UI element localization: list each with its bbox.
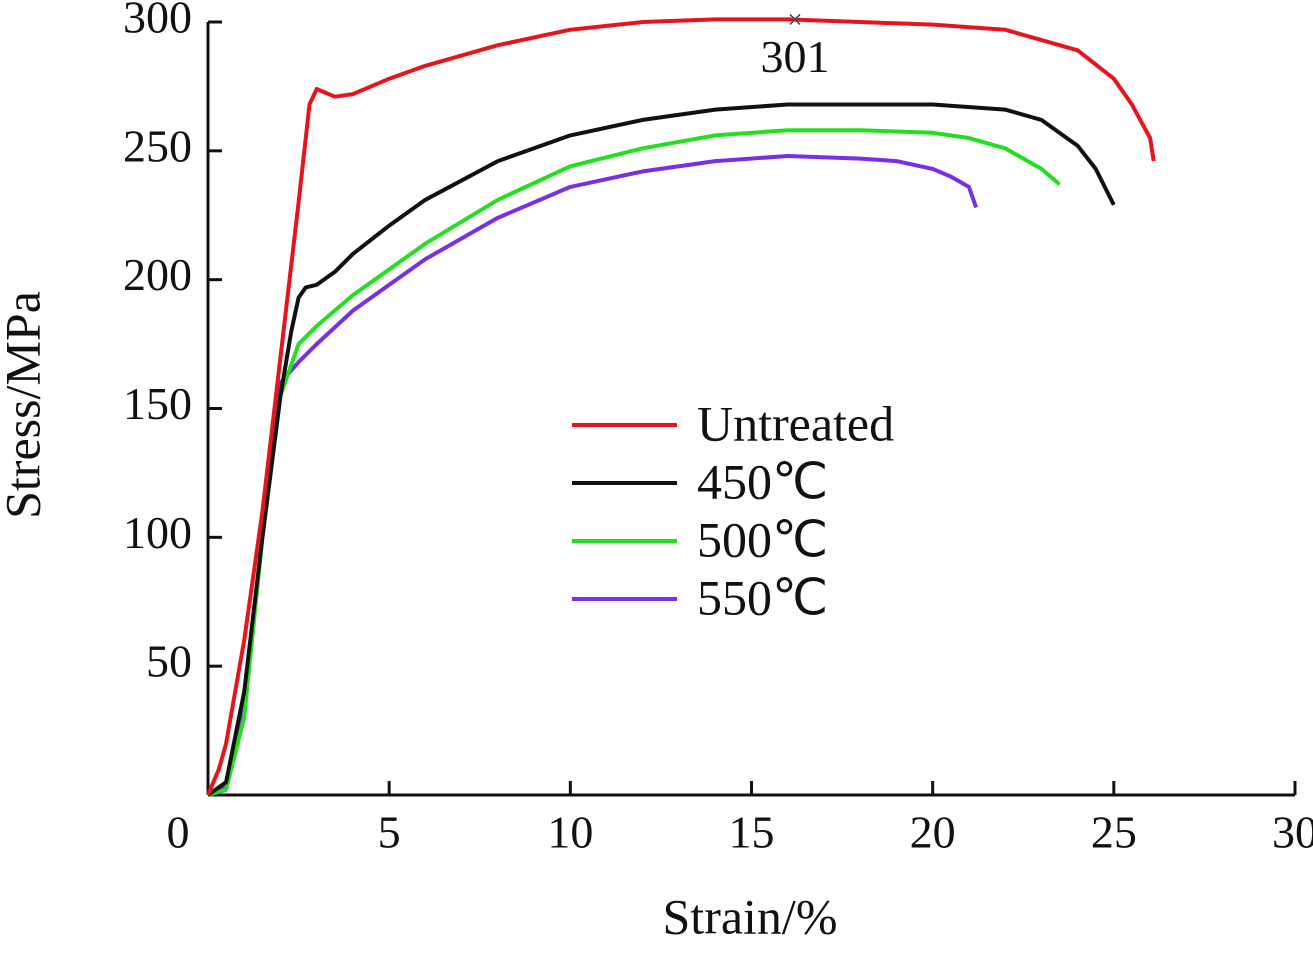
- legend-label: Untreated: [697, 395, 894, 451]
- x-tick-label: 10: [547, 807, 593, 858]
- y-tick-label: 300: [123, 0, 192, 43]
- x-tick-label: 5: [378, 807, 401, 858]
- x-tick-label: 20: [910, 807, 956, 858]
- legend-label: 550℃: [697, 569, 828, 625]
- x-tick-label: 0: [167, 807, 190, 858]
- annotation-marker: [789, 13, 801, 25]
- series-line: [207, 128, 1061, 797]
- x-tick-label: 25: [1091, 807, 1137, 858]
- y-tick-label: 150: [123, 378, 192, 429]
- x-tick-label: 30: [1272, 807, 1313, 858]
- x-axis-label: Strain/%: [663, 888, 838, 944]
- y-axis-label: Stress/MPa: [0, 291, 50, 519]
- annotation: 301: [760, 31, 829, 82]
- y-tick-label: 100: [123, 507, 192, 558]
- x-tick-label: 15: [729, 807, 775, 858]
- series-line: [206, 102, 1116, 797]
- y-tick-label: 250: [123, 120, 192, 171]
- y-tick-label: 50: [146, 636, 192, 687]
- y-tick-label: 200: [123, 249, 192, 300]
- legend-label: 500℃: [697, 511, 828, 567]
- series-line: [206, 17, 1156, 796]
- series-line: [207, 154, 978, 797]
- legend-label: 450℃: [697, 453, 828, 509]
